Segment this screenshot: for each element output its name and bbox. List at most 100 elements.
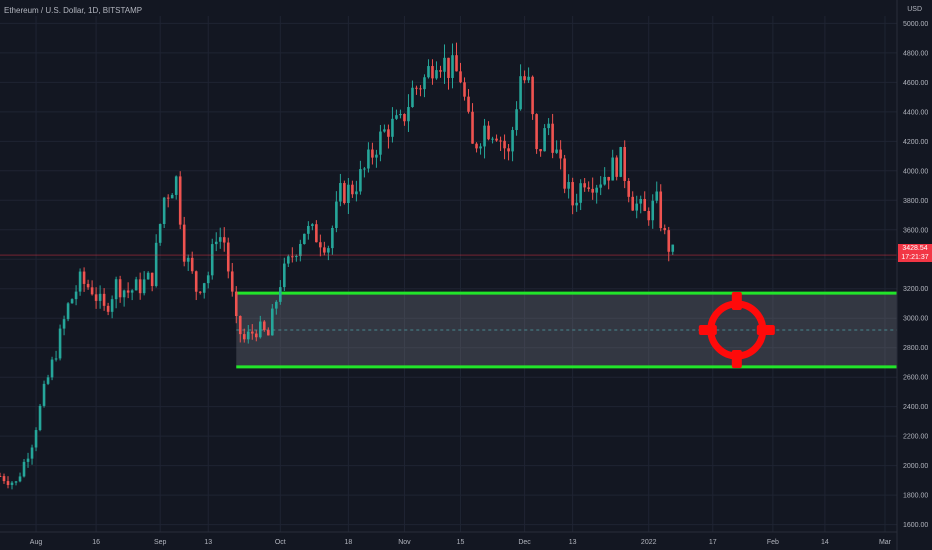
candle-body [463,82,466,97]
candle-body [655,191,659,201]
candle-body [58,328,62,359]
target-tick-bottom [731,350,742,369]
target-tick-left [698,325,717,336]
candle-body [258,321,262,338]
candle-body [479,146,482,149]
y-tick-label: 5000.00 [903,21,928,28]
chart-title: Ethereum / U.S. Dollar, 1D, BITSTAMP [4,6,143,15]
y-axis: 5000.00 4800.00 4600.00 4400.00 4200.00 4000.… [896,0,928,550]
candle-body [138,279,142,294]
y-tick-label: 2200.00 [903,434,928,441]
candle-body [30,447,34,459]
candle-body [62,319,66,329]
y-tick-label: 3600.00 [903,227,928,234]
candle-body [639,198,643,204]
x-tick-label: 2022 [641,539,657,546]
candle-body [615,157,618,177]
y-tick-label: 3200.00 [903,286,928,293]
candle-body [250,331,254,334]
candle-body [539,149,542,152]
x-tick-label: Dec [518,539,531,546]
candle-body [70,299,74,304]
y-tick-label: 1600.00 [903,522,928,529]
candle-body [94,294,98,301]
candle-body [447,57,450,78]
candle-body [162,197,166,225]
candle-body [375,154,378,158]
candle-body [234,291,238,317]
candle-body [222,237,226,243]
y-tick-label: 2400.00 [903,404,928,411]
x-tick-label: 15 [457,539,465,546]
candle-body [347,184,350,204]
x-tick-label: 14 [821,539,829,546]
candle-body [158,224,162,243]
candle-body [18,476,22,482]
candle-body [182,224,186,262]
candle-body [210,244,214,276]
candle-body [407,107,410,122]
candle-body [98,293,102,301]
candle-body [651,200,655,221]
candle-body [351,184,354,195]
candle-body [367,149,370,169]
candle-body [319,242,322,248]
candle-body [287,256,290,264]
candle-body [299,243,302,257]
candle-body [254,333,258,338]
candle-body [74,291,78,300]
candle-body [50,359,54,378]
candle-body [110,299,114,312]
candle-body [174,176,178,195]
candle-body [146,272,150,280]
candle-body [439,70,442,72]
candle-body [34,430,38,448]
candle-body [587,187,590,189]
candle-body [46,377,50,384]
candle-body [551,123,554,153]
candle-body [266,330,270,336]
candle-body [291,256,294,258]
x-axis: Aug 16 Sep 13 Oct 18 Nov 15 Dec 13 2022 17 Feb 14 Mar [0,531,897,546]
candle-body [559,149,562,159]
candle-body [262,321,266,331]
candle-body [423,77,426,90]
candle-body [599,184,602,188]
candle-body [2,476,6,482]
x-tick-label: Aug [30,539,43,546]
candle-body [150,272,154,287]
candle-body [178,176,182,225]
candle-body [635,203,639,211]
candle-body [383,129,386,132]
y-tick-label: 4200.00 [903,139,928,146]
x-tick-label: Mar [879,539,892,546]
candle-body [242,334,246,340]
candle-body [78,271,82,292]
candle-body [395,115,398,119]
support-zone [236,291,897,369]
candle-body [339,183,342,202]
currency-label: USD [907,6,922,13]
last-price-value: 3428.54 [902,245,928,252]
candle-body [427,66,430,78]
candle-body [627,180,631,197]
candle-body [603,176,606,185]
candle-body [579,183,582,203]
candle-body [218,237,222,242]
candle-body [315,224,318,243]
candle-body [451,55,454,78]
candle-body [106,305,110,312]
candle-body [335,201,338,228]
candle-body [647,210,651,221]
candle-body [403,113,406,122]
x-tick-label: Nov [398,539,411,546]
candle-body [667,230,671,252]
y-tick-label: 4400.00 [903,109,928,116]
candle-body [523,76,526,81]
candle-body [311,224,314,226]
candle-body [515,109,518,131]
grid-lines [0,16,897,532]
candle-body [659,191,663,229]
candle-body [186,257,190,262]
